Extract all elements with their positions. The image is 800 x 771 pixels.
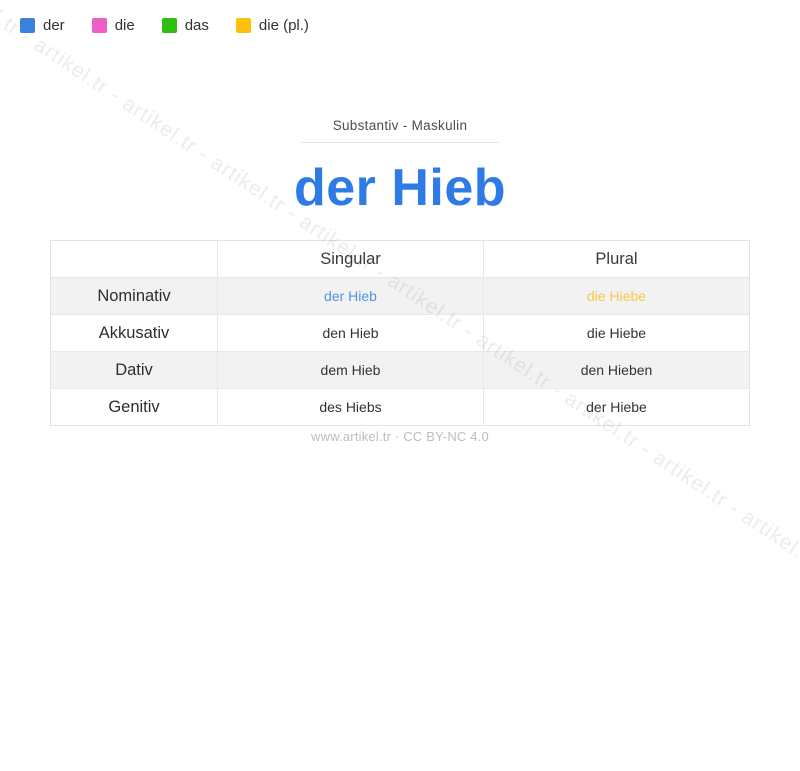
legend-item-das: das [161,17,209,34]
dativ-plural-value: den Hieben [483,352,749,388]
table-row-dativ: Dativ dem Hieb den Hieben [51,351,749,388]
akkusativ-singular-value: den Hieb [217,315,483,351]
table-header-row: Singular Plural [51,241,749,277]
corner-header-cell [51,241,217,277]
legend-item-die: die [91,17,135,34]
die-color-swatch [91,18,107,33]
legend-label: das [184,17,209,34]
footer-attribution: www.artikel.tr · CC BY-NC 4.0 [311,429,489,444]
nominativ-plural-link[interactable]: die Hiebe [483,278,749,314]
der-color-swatch [20,18,35,33]
article-legend: der die das die (pl.) [20,17,309,34]
nominativ-singular-link[interactable]: der Hieb [217,278,483,314]
table-row-genitiv: Genitiv des Hiebs der Hiebe [51,388,749,425]
declension-table: Singular Plural Nominativ der Hieb die H… [50,240,750,426]
legend-label: der [43,17,65,34]
dativ-singular-value: dem Hieb [217,352,483,388]
case-label-nominativ: Nominativ [97,286,171,305]
legend-item-der: der [20,17,65,34]
genitiv-plural-value: der Hiebe [483,389,749,425]
subtitle-divider [300,142,500,143]
table-row-nominativ: Nominativ der Hieb die Hiebe [51,277,749,314]
das-color-swatch [161,18,177,33]
die-plural-color-swatch [235,18,251,33]
plural-column-header: Plural [483,241,749,277]
legend-item-die-plural: die (pl.) [235,17,309,34]
table-row-akkusativ: Akkusativ den Hieb die Hiebe [51,314,749,351]
akkusativ-plural-value: die Hiebe [483,315,749,351]
case-label-dativ: Dativ [115,360,153,379]
word-type-subtitle: Substantiv - Maskulin [332,118,468,133]
singular-column-header: Singular [217,241,483,277]
genitiv-singular-value: des Hiebs [217,389,483,425]
page-title: der Hieb [293,159,507,217]
case-label-genitiv: Genitiv [108,397,160,416]
legend-label: die (pl.) [258,17,309,34]
case-label-akkusativ: Akkusativ [98,323,170,342]
legend-label: die [114,17,135,34]
